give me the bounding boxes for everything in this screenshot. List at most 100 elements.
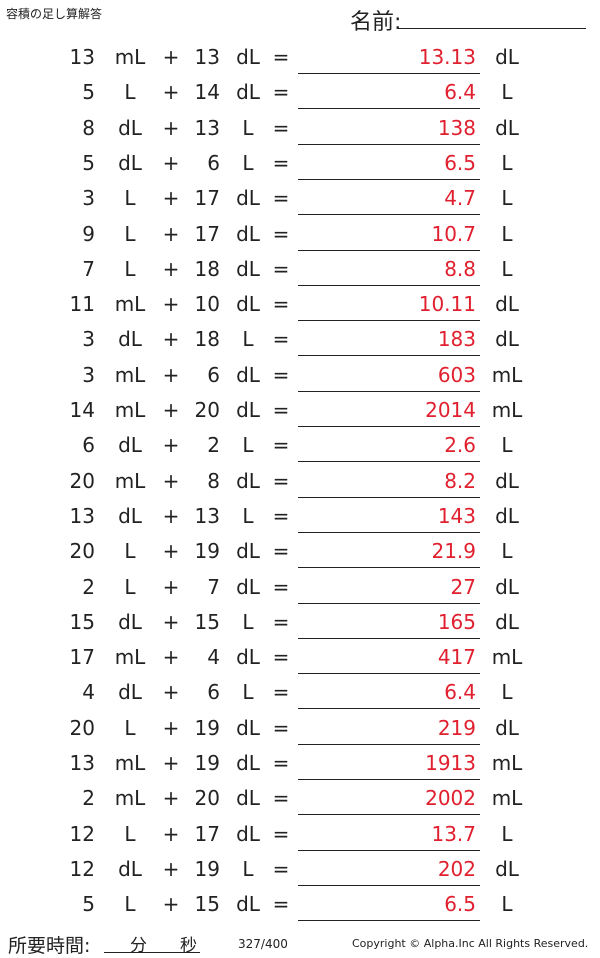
answer-line <box>298 637 480 639</box>
addend-a: 4 <box>82 680 95 705</box>
answer-value: 8.2 <box>444 468 476 493</box>
addend-b: 6 <box>207 362 220 387</box>
unit-b: L <box>242 115 254 140</box>
addend-b: 6 <box>207 680 220 705</box>
addend-a: 5 <box>82 80 95 105</box>
page-number: 327/400 <box>238 937 288 951</box>
problem-row: 2 L +7 dL = 27 dL <box>0 570 600 604</box>
answer-value: 143 <box>437 503 476 528</box>
answer-line <box>298 355 480 357</box>
unit-b: dL <box>236 821 260 846</box>
unit-a: dL <box>118 433 142 458</box>
answer-line <box>298 920 480 922</box>
addend-a: 2 <box>82 574 95 599</box>
copyright: Copyright © Alpha.Inc All Rights Reserve… <box>352 937 589 950</box>
answer-value: 6.4 <box>444 80 476 105</box>
addend-b: 19 <box>194 856 220 881</box>
unit-a: mL <box>114 45 146 69</box>
answer-value: 202 <box>437 856 476 881</box>
answer-line <box>298 143 480 145</box>
seconds-label: 秒 <box>180 936 197 956</box>
equals-sign: = <box>272 786 290 811</box>
answer-unit: L <box>501 221 513 246</box>
unit-a: dL <box>118 856 142 881</box>
equals-sign: = <box>272 221 290 246</box>
addend-a: 8 <box>82 115 95 140</box>
addend-a: 13 <box>69 751 95 775</box>
answer-value: 13.7 <box>431 821 476 846</box>
answer-line <box>298 108 480 110</box>
unit-b: dL <box>236 256 260 281</box>
unit-a: mL <box>114 292 146 317</box>
unit-b: L <box>242 150 254 175</box>
addend-a: 3 <box>82 362 95 387</box>
answer-line <box>298 178 480 180</box>
answer-value: 4.7 <box>444 186 476 211</box>
addend-b: 20 <box>194 786 220 811</box>
answer-value: 165 <box>437 609 476 634</box>
unit-b: dL <box>236 786 260 811</box>
unit-b: dL <box>236 751 260 775</box>
answer-value: 138 <box>437 115 476 140</box>
addend-b: 19 <box>194 715 220 740</box>
answer-unit: mL <box>491 786 523 811</box>
plus-sign: + <box>162 856 180 881</box>
unit-b: dL <box>236 362 260 387</box>
answer-unit: dL <box>495 468 519 493</box>
problem-row: 12 dL +19 L = 202 dL <box>0 852 600 886</box>
addend-a: 11 <box>69 292 95 317</box>
plus-sign: + <box>162 468 180 493</box>
answer-value: 10.11 <box>418 292 476 317</box>
unit-b: dL <box>236 715 260 740</box>
unit-b: dL <box>236 574 260 599</box>
addend-b: 8 <box>207 468 220 493</box>
equals-sign: = <box>272 856 290 881</box>
addend-a: 17 <box>69 645 95 670</box>
answer-value: 27 <box>450 574 476 599</box>
plus-sign: + <box>162 256 180 281</box>
answer-unit: L <box>501 539 513 564</box>
plus-sign: + <box>162 680 180 705</box>
answer-line <box>298 390 480 392</box>
answer-line <box>298 814 480 816</box>
answer-value: 6.4 <box>444 680 476 705</box>
equals-sign: = <box>272 80 290 105</box>
answer-unit: dL <box>495 609 519 634</box>
answer-line <box>298 73 480 74</box>
unit-a: dL <box>118 115 142 140</box>
problem-row: 20 L +19 dL = 21.9 L <box>0 534 600 568</box>
unit-a: mL <box>114 786 146 811</box>
equals-sign: = <box>272 327 290 352</box>
problem-row: 20 L +19 dL = 219 dL <box>0 711 600 745</box>
answer-unit: mL <box>491 362 523 387</box>
unit-b: dL <box>236 539 260 564</box>
answer-unit: dL <box>495 503 519 528</box>
unit-a: mL <box>114 398 146 422</box>
plus-sign: + <box>162 503 180 528</box>
answer-line <box>298 461 480 463</box>
answer-unit: L <box>501 256 513 281</box>
answer-unit: mL <box>491 751 523 775</box>
answer-value: 417 <box>437 645 476 670</box>
answer-unit: mL <box>491 645 523 670</box>
equals-sign: = <box>272 468 290 493</box>
answer-unit: dL <box>495 715 519 740</box>
equals-sign: = <box>272 503 290 528</box>
unit-a: L <box>124 574 136 599</box>
plus-sign: + <box>162 45 180 69</box>
unit-a: mL <box>114 751 146 775</box>
equals-sign: = <box>272 398 290 422</box>
equals-sign: = <box>272 186 290 211</box>
answer-line <box>298 779 480 780</box>
problem-row: 17 mL +4 dL = 417 mL <box>0 640 600 674</box>
equals-sign: = <box>272 256 290 281</box>
addend-b: 2 <box>207 433 220 458</box>
unit-a: mL <box>114 645 146 670</box>
answer-unit: L <box>501 80 513 105</box>
addend-a: 20 <box>69 468 95 493</box>
equals-sign: = <box>272 115 290 140</box>
unit-a: L <box>124 256 136 281</box>
answer-line <box>298 743 480 745</box>
answer-line <box>298 284 480 286</box>
plus-sign: + <box>162 786 180 811</box>
